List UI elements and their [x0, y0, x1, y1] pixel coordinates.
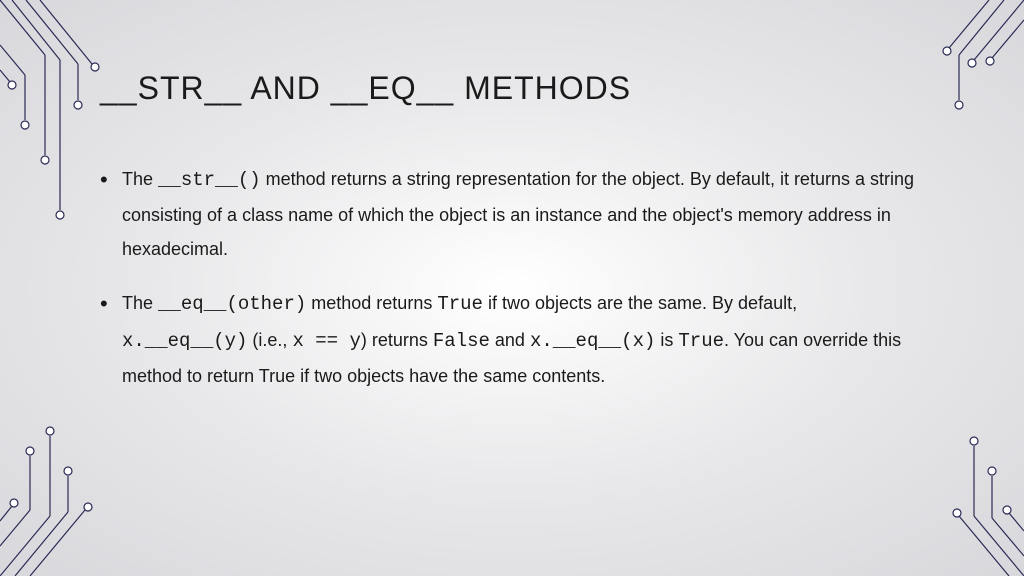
code-x-eq-x: x.__eq__(x)	[530, 330, 655, 352]
slide-title: __STR__ AND __EQ__ METHODS	[100, 70, 924, 107]
code-true-2: True	[678, 330, 724, 352]
text: if two objects are the same. By default,	[483, 293, 797, 313]
bullet-list: The __str__() method returns a string re…	[100, 162, 924, 393]
text: The	[122, 293, 158, 313]
text: method returns	[306, 293, 437, 313]
bullet-item: The __eq__(other) method returns True if…	[100, 286, 924, 392]
slide: __STR__ AND __EQ__ METHODS The __str__()…	[0, 0, 1024, 576]
code-str-method: __str__()	[158, 169, 261, 191]
text: (i.e.,	[247, 330, 292, 350]
code-true: True	[437, 293, 483, 315]
text: The	[122, 169, 158, 189]
bullet-item: The __str__() method returns a string re…	[100, 162, 924, 266]
text: is	[655, 330, 678, 350]
code-x-eq-y: x.__eq__(y)	[122, 330, 247, 352]
text: and	[490, 330, 530, 350]
code-eq-method: __eq__(other)	[158, 293, 306, 315]
text: ) returns	[361, 330, 433, 350]
code-false: False	[433, 330, 490, 352]
code-x-equals-y: x == y	[292, 330, 360, 352]
